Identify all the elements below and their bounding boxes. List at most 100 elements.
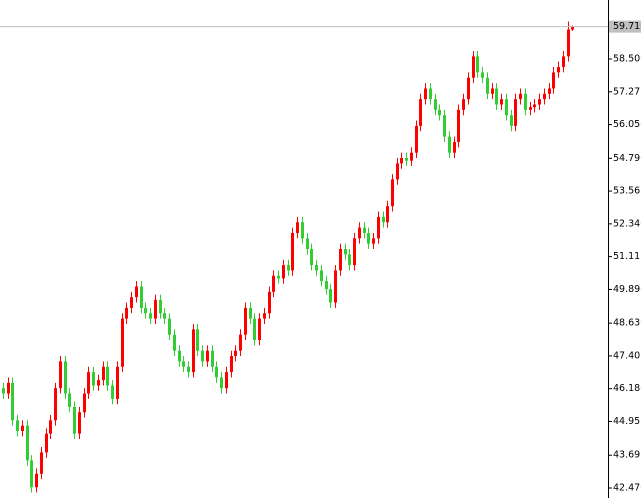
y-tick-label: 57.275 <box>613 86 641 97</box>
candle-body <box>253 318 256 341</box>
candle-body <box>291 232 294 271</box>
y-tick-label: 48.630 <box>613 318 641 329</box>
candle-body <box>310 249 313 266</box>
candle-body <box>529 107 532 110</box>
candle-body <box>26 425 29 461</box>
candle-body <box>102 366 105 381</box>
candle-body <box>562 56 565 68</box>
candle-body <box>87 372 90 394</box>
candle-body <box>339 249 342 271</box>
candle-body <box>462 99 465 110</box>
candle-body <box>97 380 100 386</box>
candle-body <box>533 104 536 108</box>
candle-body <box>495 88 498 105</box>
candle-body <box>168 318 171 335</box>
y-tick-label: 58.500 <box>613 54 641 65</box>
candle-body <box>135 286 138 298</box>
y-tick-label: 52.340 <box>613 218 641 229</box>
candle-body <box>367 232 370 244</box>
candle-body <box>30 460 33 488</box>
candle-body <box>144 307 147 314</box>
candle-body <box>35 473 38 488</box>
candle-body <box>538 99 541 105</box>
candle-body <box>78 412 81 434</box>
y-tick-label: 44.955 <box>613 416 641 427</box>
candle-body <box>434 99 437 110</box>
candle-body <box>443 115 446 137</box>
candle-body <box>234 350 237 357</box>
candle-body <box>438 109 441 116</box>
candle-body <box>296 222 299 233</box>
candle-body <box>211 350 214 367</box>
y-tick-label: 49.890 <box>613 284 641 295</box>
candle-body <box>178 350 181 362</box>
candle-body <box>201 350 204 362</box>
y-tick-label: 54.790 <box>613 153 641 164</box>
candle-body <box>111 385 114 399</box>
candle-body <box>514 99 517 126</box>
candle-body <box>225 372 228 389</box>
candle-body <box>49 420 52 434</box>
candle-body <box>329 289 332 303</box>
candle-body <box>325 281 328 290</box>
candle-body <box>510 115 513 126</box>
candle-body <box>457 109 460 142</box>
y-tick-label: 51.115 <box>613 251 641 262</box>
candle-body <box>121 318 124 367</box>
candle-body <box>500 99 503 105</box>
candle-body <box>59 361 62 389</box>
candle-body <box>419 99 422 126</box>
candle-body <box>519 93 522 100</box>
y-tick-label: 56.050 <box>613 119 641 130</box>
candle-body <box>173 334 176 351</box>
candle-body <box>301 222 304 239</box>
candle-body <box>472 56 475 78</box>
candle-body <box>268 291 271 314</box>
y-tick-label: 46.180 <box>613 383 641 394</box>
candle-body <box>106 366 109 386</box>
candle-body <box>405 158 408 161</box>
candle-body <box>196 329 199 351</box>
candle-body <box>244 307 247 335</box>
last-price-box <box>609 20 641 33</box>
candle-body <box>410 152 413 161</box>
candle-body <box>54 388 57 421</box>
candle-body <box>230 356 233 373</box>
candle-body <box>159 299 162 314</box>
candle-body <box>400 158 403 164</box>
candle-body <box>476 56 479 73</box>
candle-body <box>415 125 418 153</box>
candle-body <box>481 72 484 78</box>
candle-body <box>567 29 570 57</box>
candle-body <box>154 299 157 319</box>
candle-body <box>377 216 380 239</box>
candle-body <box>353 238 356 266</box>
candle-body <box>249 307 252 319</box>
candle-body <box>372 238 375 244</box>
candle-body <box>505 99 508 116</box>
candle-body <box>334 270 337 303</box>
y-tick-label: 53.565 <box>613 186 641 197</box>
candle-body <box>239 334 242 351</box>
candle-body <box>206 350 209 362</box>
candle-body <box>192 329 195 373</box>
candle-body <box>16 420 19 431</box>
candle-body <box>125 307 128 319</box>
candle-body <box>277 275 280 279</box>
candle-body <box>272 275 275 292</box>
candle-body <box>448 136 451 153</box>
candle-body <box>83 393 86 413</box>
candle-body <box>486 77 489 94</box>
candle-body <box>140 286 143 308</box>
candle-body <box>429 88 432 100</box>
y-tick-label: 47.405 <box>613 350 641 361</box>
candle-body <box>73 406 76 434</box>
candle-body <box>396 163 399 180</box>
candle-body <box>92 372 95 386</box>
candle-body <box>149 313 152 319</box>
candle-body <box>263 313 266 319</box>
candle-body <box>382 216 385 223</box>
candle-body <box>315 265 318 271</box>
candle-body <box>467 77 470 100</box>
